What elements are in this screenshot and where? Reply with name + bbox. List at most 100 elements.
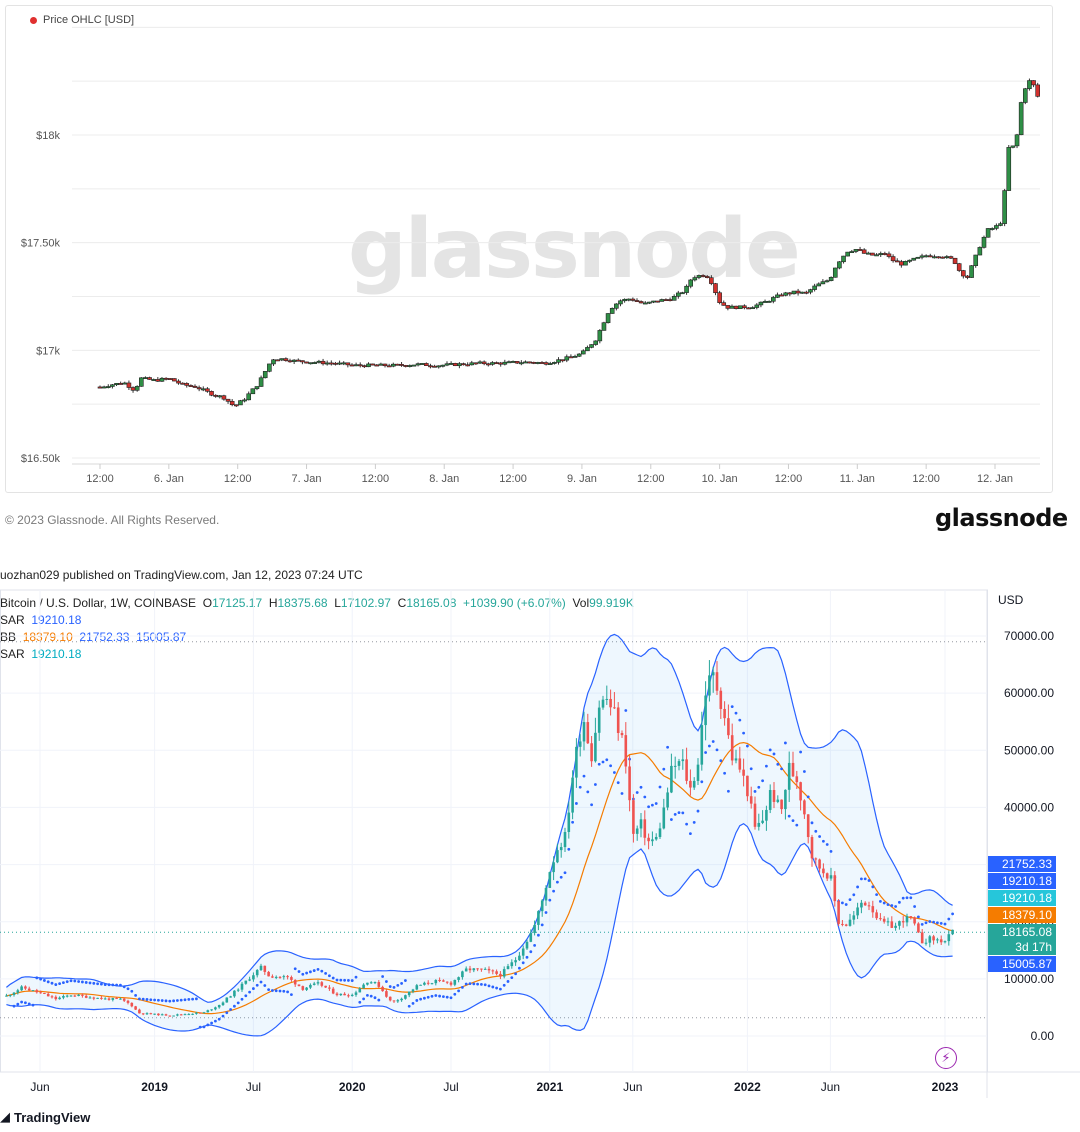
candle-body [822,868,825,874]
sar-dot [898,900,901,904]
candle-body [236,989,240,991]
sar2-legend-row[interactable]: SAR 19210.18 [0,647,81,661]
bb-basis-value: 18379.10 [22,630,73,644]
sar-dot [708,744,711,748]
sar-dot [20,1000,24,1004]
candle-body [795,290,801,294]
symbol-name[interactable]: Bitcoin / U.S. Dollar, 1W, COINBASE [0,596,197,610]
candle-body [585,347,590,352]
sar-dot [738,718,742,722]
candle-body [816,283,822,287]
currency-label[interactable]: USD [998,593,1024,607]
candle-body [8,994,12,996]
candle-body [130,387,136,391]
candle-body [981,236,987,248]
sar-dot [320,969,324,973]
price-tag-bb-upper: 21752.33 [988,856,1056,872]
candle-body [428,365,433,368]
candle-body [295,359,301,362]
candle-body [115,998,118,1000]
candle-body [468,968,472,971]
y-tick-label: $17.50k [21,238,61,250]
candle-body [188,385,194,387]
candle-body [923,255,929,258]
sar-dot [434,994,438,997]
sar-dot [442,995,445,999]
candle-body [134,386,140,391]
candle-body [209,391,214,396]
sar-dot [472,982,476,986]
x-tick-label: 12:00 [362,473,390,485]
candle-body [961,270,966,277]
candle-body [97,386,103,389]
candle-body [808,289,813,293]
candle-body [614,303,619,309]
candle-body [267,363,272,372]
candle-body [543,362,549,365]
sar-dot [153,998,157,1002]
y-tick-label: 40000.00 [1004,800,1054,814]
candle-body [662,807,666,829]
open-label: O [202,596,213,610]
candle-body [126,382,132,388]
candle-body [221,1002,225,1006]
candle-body [157,1013,160,1016]
candle-body [663,299,669,301]
sar-dot [377,998,381,1002]
close-value: 18165.08 [406,596,457,610]
bb-legend-row[interactable]: BB 18379.10 21752.33 15005.87 [0,630,186,644]
candle-body [940,256,945,259]
candle-body [304,361,309,364]
candle-body [494,362,499,365]
sar-dot [271,989,274,992]
price-tag-bb-lower: 15005.87 [988,956,1056,972]
candle-body [985,228,991,238]
candle-body [180,382,185,385]
candle-body [244,980,248,984]
candle-body [647,301,652,304]
candle-body [111,998,115,1000]
candle-body [795,776,799,783]
candle-body [765,809,768,821]
sar-dot [677,811,681,814]
sar-dot [240,997,244,1001]
candle-body [343,993,346,996]
candle-body [559,847,563,851]
candle-body [395,363,400,366]
candle-body [434,979,438,984]
sar-dot [381,975,385,978]
sar-dot [582,774,586,778]
sar-dot [354,975,358,979]
candle-body [519,362,524,365]
candle-body [240,983,244,990]
candle-body [907,259,912,262]
sar-dot [476,982,480,986]
candle-body [708,675,711,696]
sar-legend-row[interactable]: SAR 19210.18 [0,613,81,627]
chart-legend[interactable]: Price OHLC [USD] [30,14,134,26]
tradingview-logo[interactable]: ◢ TradingView [0,1109,90,1125]
candle-body [749,796,753,804]
candle-body [312,983,316,985]
candle-body [234,404,239,407]
candle-body [84,995,88,998]
candle-body [373,982,377,984]
candle-body [514,361,520,364]
candle-body [457,363,462,367]
candle-body [324,362,330,365]
candle-body [630,298,636,301]
candle-body [576,353,582,357]
candle-body [903,261,908,266]
sar-dot [388,985,392,988]
candle-body [994,225,999,229]
candle-body [483,968,487,970]
lightning-icon[interactable]: ⚡ [935,1047,957,1069]
candle-body [688,279,694,287]
candle-body [681,759,685,762]
candle-body [374,364,380,367]
candle-body [320,360,326,365]
candle-body [547,363,553,365]
candle-body [814,858,818,860]
sar2-label: SAR [0,647,25,661]
candle-body [297,984,301,987]
